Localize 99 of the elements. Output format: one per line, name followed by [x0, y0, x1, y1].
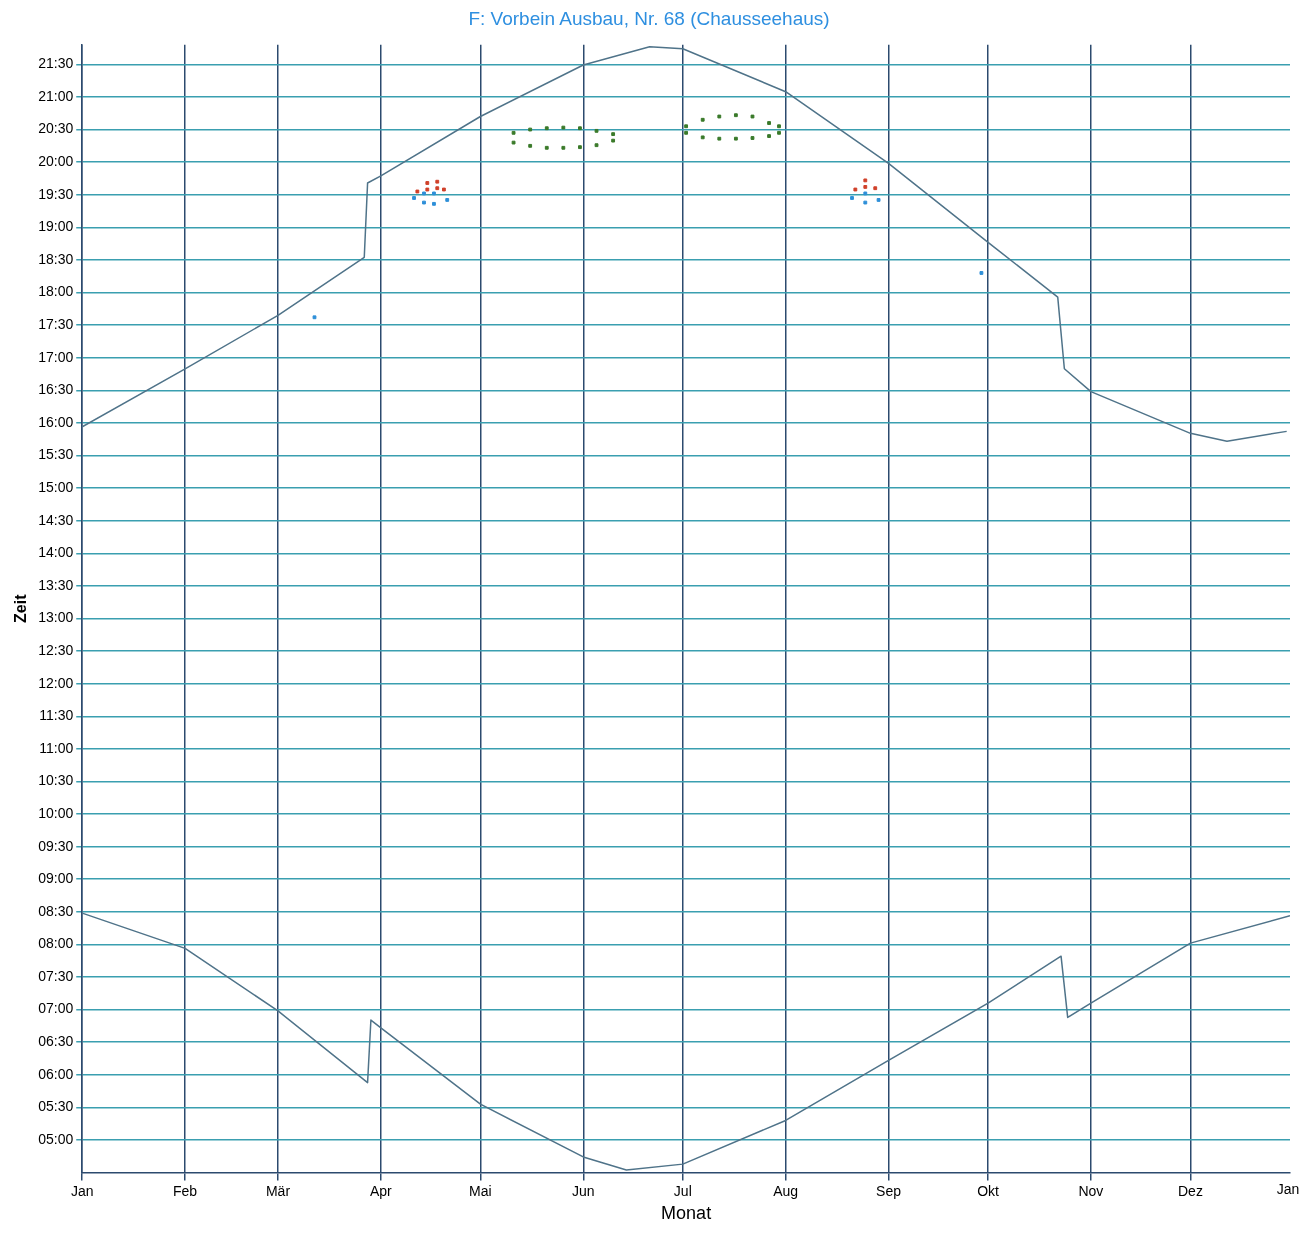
y-tick-label: 08:00 [38, 935, 74, 952]
x-tick-label: Jan [70, 1182, 94, 1199]
point [528, 143, 533, 148]
point [578, 145, 582, 150]
x-tick-label: Nov [1078, 1182, 1104, 1199]
point [415, 189, 420, 194]
y-tick-label: 20:00 [38, 153, 74, 169]
point [853, 187, 858, 192]
point [733, 136, 738, 141]
point [684, 124, 689, 129]
y-tick-label: 05:00 [38, 1130, 74, 1147]
x-tick-label: Aug [773, 1182, 799, 1199]
point [767, 121, 771, 125]
y-tick-label: 18:30 [38, 250, 74, 267]
point [777, 130, 781, 135]
point [611, 138, 616, 143]
point [717, 136, 722, 141]
point [611, 132, 616, 137]
y-tick-label: 21:30 [38, 55, 74, 72]
x-tick-label: Dez [1178, 1182, 1203, 1199]
point [528, 127, 533, 132]
y-tick-label: 15:00 [38, 478, 74, 495]
point [445, 198, 450, 202]
y-tick-label: 06:00 [38, 1065, 74, 1082]
point [435, 186, 440, 191]
chart-title: F: Vorbein Ausbau, Nr. 68 (Chausseehaus) [468, 7, 830, 29]
point [425, 181, 430, 185]
x-tick-label: Mai [469, 1182, 492, 1199]
point [717, 114, 722, 119]
y-tick-label: 12:00 [38, 674, 74, 691]
point [700, 117, 705, 122]
x-tick-label: Jun [571, 1182, 595, 1199]
y-tick-label: 16:00 [38, 413, 74, 430]
point [863, 191, 868, 196]
point [863, 178, 868, 183]
point [733, 113, 738, 118]
y-tick-label: 19:30 [38, 185, 74, 202]
y-tick-label: 17:00 [38, 348, 74, 365]
y-tick-label: 20:30 [38, 120, 74, 137]
x-axis-title: Monat [661, 1203, 712, 1224]
y-tick-label: 08:30 [38, 902, 74, 919]
y-tick-label: 14:30 [38, 511, 74, 528]
x-tick-label: Feb [173, 1182, 198, 1199]
point [544, 145, 549, 150]
point [594, 143, 599, 148]
x-tick-label: Okt [977, 1182, 1000, 1199]
y-tick-label: 09:00 [38, 870, 74, 887]
y-tick-label: 11:00 [39, 739, 74, 756]
point [700, 135, 705, 140]
y-tick-label: 14:00 [38, 544, 74, 561]
y-tick-label: 12:30 [38, 641, 74, 658]
x-tick-label: Mär [265, 1182, 291, 1199]
point [511, 140, 516, 145]
y-tick-label: 10:30 [38, 772, 74, 789]
y-tick-label: 11:30 [39, 707, 74, 724]
y-tick-label: 21:00 [38, 87, 74, 104]
y-tick-label: 19:00 [38, 218, 74, 235]
point [777, 124, 781, 129]
point [432, 191, 436, 196]
y-tick-label: 07:30 [38, 967, 74, 984]
point [441, 187, 446, 192]
y-tick-label: 15:30 [38, 446, 74, 463]
point [876, 198, 881, 202]
y-tick-label: 05:30 [38, 1098, 74, 1115]
point [312, 315, 317, 320]
point [684, 130, 689, 135]
x-tick-label: Jul [673, 1182, 692, 1199]
point [425, 187, 430, 192]
point [561, 145, 566, 150]
point [578, 126, 582, 131]
point [432, 201, 436, 206]
point [412, 196, 416, 200]
point [767, 134, 771, 138]
point [750, 136, 755, 140]
point [422, 200, 426, 205]
point [435, 179, 440, 184]
y-tick-label: 10:00 [38, 804, 74, 821]
y-tick-label: 13:30 [38, 576, 74, 593]
y-tick-label: 17:30 [38, 315, 74, 332]
point [873, 186, 878, 191]
x-tick-label: Sep [876, 1182, 902, 1199]
point [561, 125, 566, 130]
y-tick-label: 06:30 [38, 1033, 74, 1050]
y-tick-label: 18:00 [38, 283, 74, 300]
y-axis-title: Zeit [12, 593, 30, 623]
point [750, 114, 755, 119]
x-tick-label: Apr [369, 1182, 393, 1199]
y-tick-label: 07:00 [38, 1000, 74, 1017]
point [511, 130, 516, 135]
point [544, 126, 549, 131]
y-tick-label: 09:30 [38, 837, 74, 854]
point [422, 191, 426, 196]
point [979, 271, 984, 275]
point [863, 185, 868, 189]
y-tick-label: 13:00 [38, 609, 74, 626]
point [863, 200, 868, 205]
point [594, 128, 599, 133]
y-tick-label: 16:30 [38, 381, 74, 398]
point [850, 196, 854, 200]
